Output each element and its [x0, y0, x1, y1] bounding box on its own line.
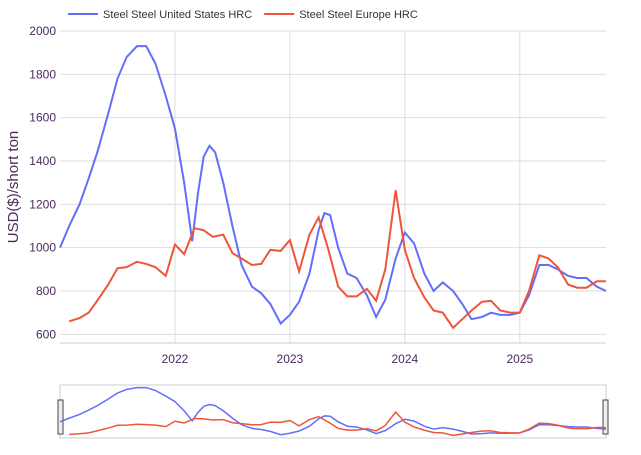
y-tick-label: 1800 [29, 67, 56, 81]
y-tick-label: 1400 [29, 154, 56, 168]
series-line [59, 45, 607, 326]
range-slider[interactable] [59, 384, 607, 439]
y-tick-label: 1200 [29, 197, 56, 211]
x-tick-label: 2025 [506, 352, 533, 366]
legend-label: Steel Steel Europe HRC [299, 9, 418, 21]
x-tick-label: 2023 [277, 352, 304, 366]
y-tick-label: 1000 [29, 241, 56, 255]
range-handle-left[interactable] [57, 399, 64, 435]
y-tick-label: 600 [36, 327, 56, 341]
y-tick-label: 800 [36, 284, 56, 298]
x-tick-label: 2024 [391, 352, 418, 366]
minimap-line [69, 410, 606, 437]
y-tick-label: 1600 [29, 111, 56, 125]
series-line [68, 190, 606, 330]
legend-label: Steel Steel United States HRC [103, 9, 252, 21]
range-handle-right[interactable] [602, 399, 609, 435]
x-tick-label: 2022 [162, 352, 189, 366]
y-tick-label: 2000 [29, 24, 56, 38]
y-axis-label: USD($)/short ton [5, 131, 22, 244]
